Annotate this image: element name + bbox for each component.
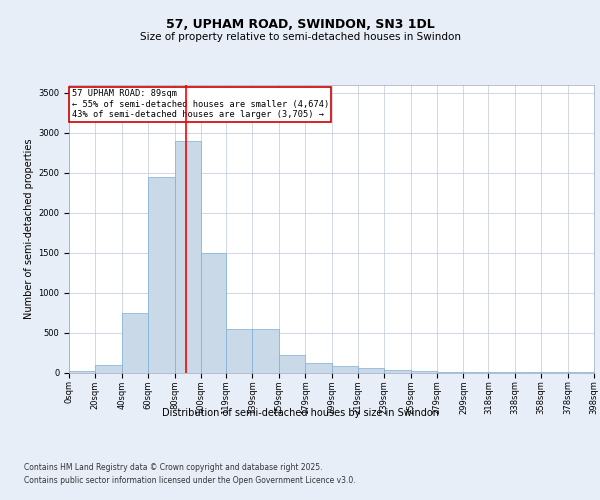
Text: 57 UPHAM ROAD: 89sqm
← 55% of semi-detached houses are smaller (4,674)
43% of se: 57 UPHAM ROAD: 89sqm ← 55% of semi-detac…: [71, 90, 329, 119]
Text: Size of property relative to semi-detached houses in Swindon: Size of property relative to semi-detach…: [139, 32, 461, 42]
Text: Contains HM Land Registry data © Crown copyright and database right 2025.: Contains HM Land Registry data © Crown c…: [24, 462, 323, 471]
Bar: [331, 366, 358, 372]
Bar: [279, 355, 305, 372]
Y-axis label: Number of semi-detached properties: Number of semi-detached properties: [24, 138, 34, 319]
Bar: [95, 364, 122, 372]
Text: 57, UPHAM ROAD, SWINDON, SN3 1DL: 57, UPHAM ROAD, SWINDON, SN3 1DL: [166, 18, 434, 30]
Text: Contains public sector information licensed under the Open Government Licence v3: Contains public sector information licen…: [24, 476, 356, 485]
Bar: [69, 371, 95, 372]
Bar: [175, 141, 201, 372]
Bar: [122, 312, 148, 372]
Bar: [305, 363, 331, 372]
Bar: [358, 368, 384, 372]
Bar: [253, 328, 279, 372]
Bar: [201, 252, 226, 372]
Text: Distribution of semi-detached houses by size in Swindon: Distribution of semi-detached houses by …: [161, 408, 439, 418]
Bar: [148, 177, 175, 372]
Bar: [226, 328, 253, 372]
Bar: [384, 370, 410, 372]
